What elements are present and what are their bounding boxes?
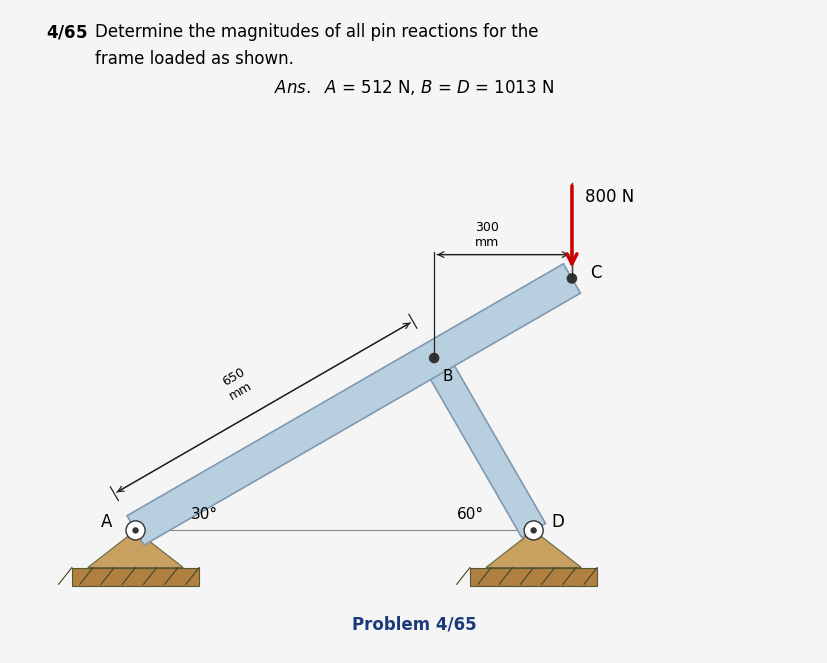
Text: 60°: 60°	[456, 507, 483, 522]
Text: D: D	[551, 513, 563, 532]
Circle shape	[523, 521, 543, 540]
Text: Determine the magnitudes of all pin reactions for the: Determine the magnitudes of all pin reac…	[95, 23, 538, 41]
Text: $\it{Ans.}$  $\it{A}$ = 512 N, $\it{B}$ = $\it{D}$ = 1013 N: $\it{Ans.}$ $\it{A}$ = 512 N, $\it{B}$ =…	[274, 78, 553, 97]
Circle shape	[126, 521, 145, 540]
Polygon shape	[127, 264, 580, 545]
Text: 300
mm: 300 mm	[475, 221, 499, 249]
Text: 650
mm: 650 mm	[219, 366, 254, 402]
Circle shape	[566, 273, 576, 284]
Text: $\mathbf{4/65}$: $\mathbf{4/65}$	[45, 23, 87, 41]
Text: C: C	[590, 264, 601, 282]
Circle shape	[428, 353, 439, 363]
Circle shape	[132, 527, 139, 534]
Polygon shape	[88, 530, 183, 568]
Text: A: A	[101, 513, 112, 532]
Polygon shape	[422, 351, 545, 537]
Circle shape	[530, 527, 536, 534]
Text: 800 N: 800 N	[585, 188, 633, 206]
Text: B: B	[442, 369, 452, 384]
Text: frame loaded as shown.: frame loaded as shown.	[95, 50, 294, 68]
Text: 30°: 30°	[191, 507, 218, 522]
Polygon shape	[485, 530, 581, 568]
Polygon shape	[470, 568, 596, 586]
Polygon shape	[72, 568, 199, 586]
Text: Problem 4/65: Problem 4/65	[351, 615, 476, 633]
